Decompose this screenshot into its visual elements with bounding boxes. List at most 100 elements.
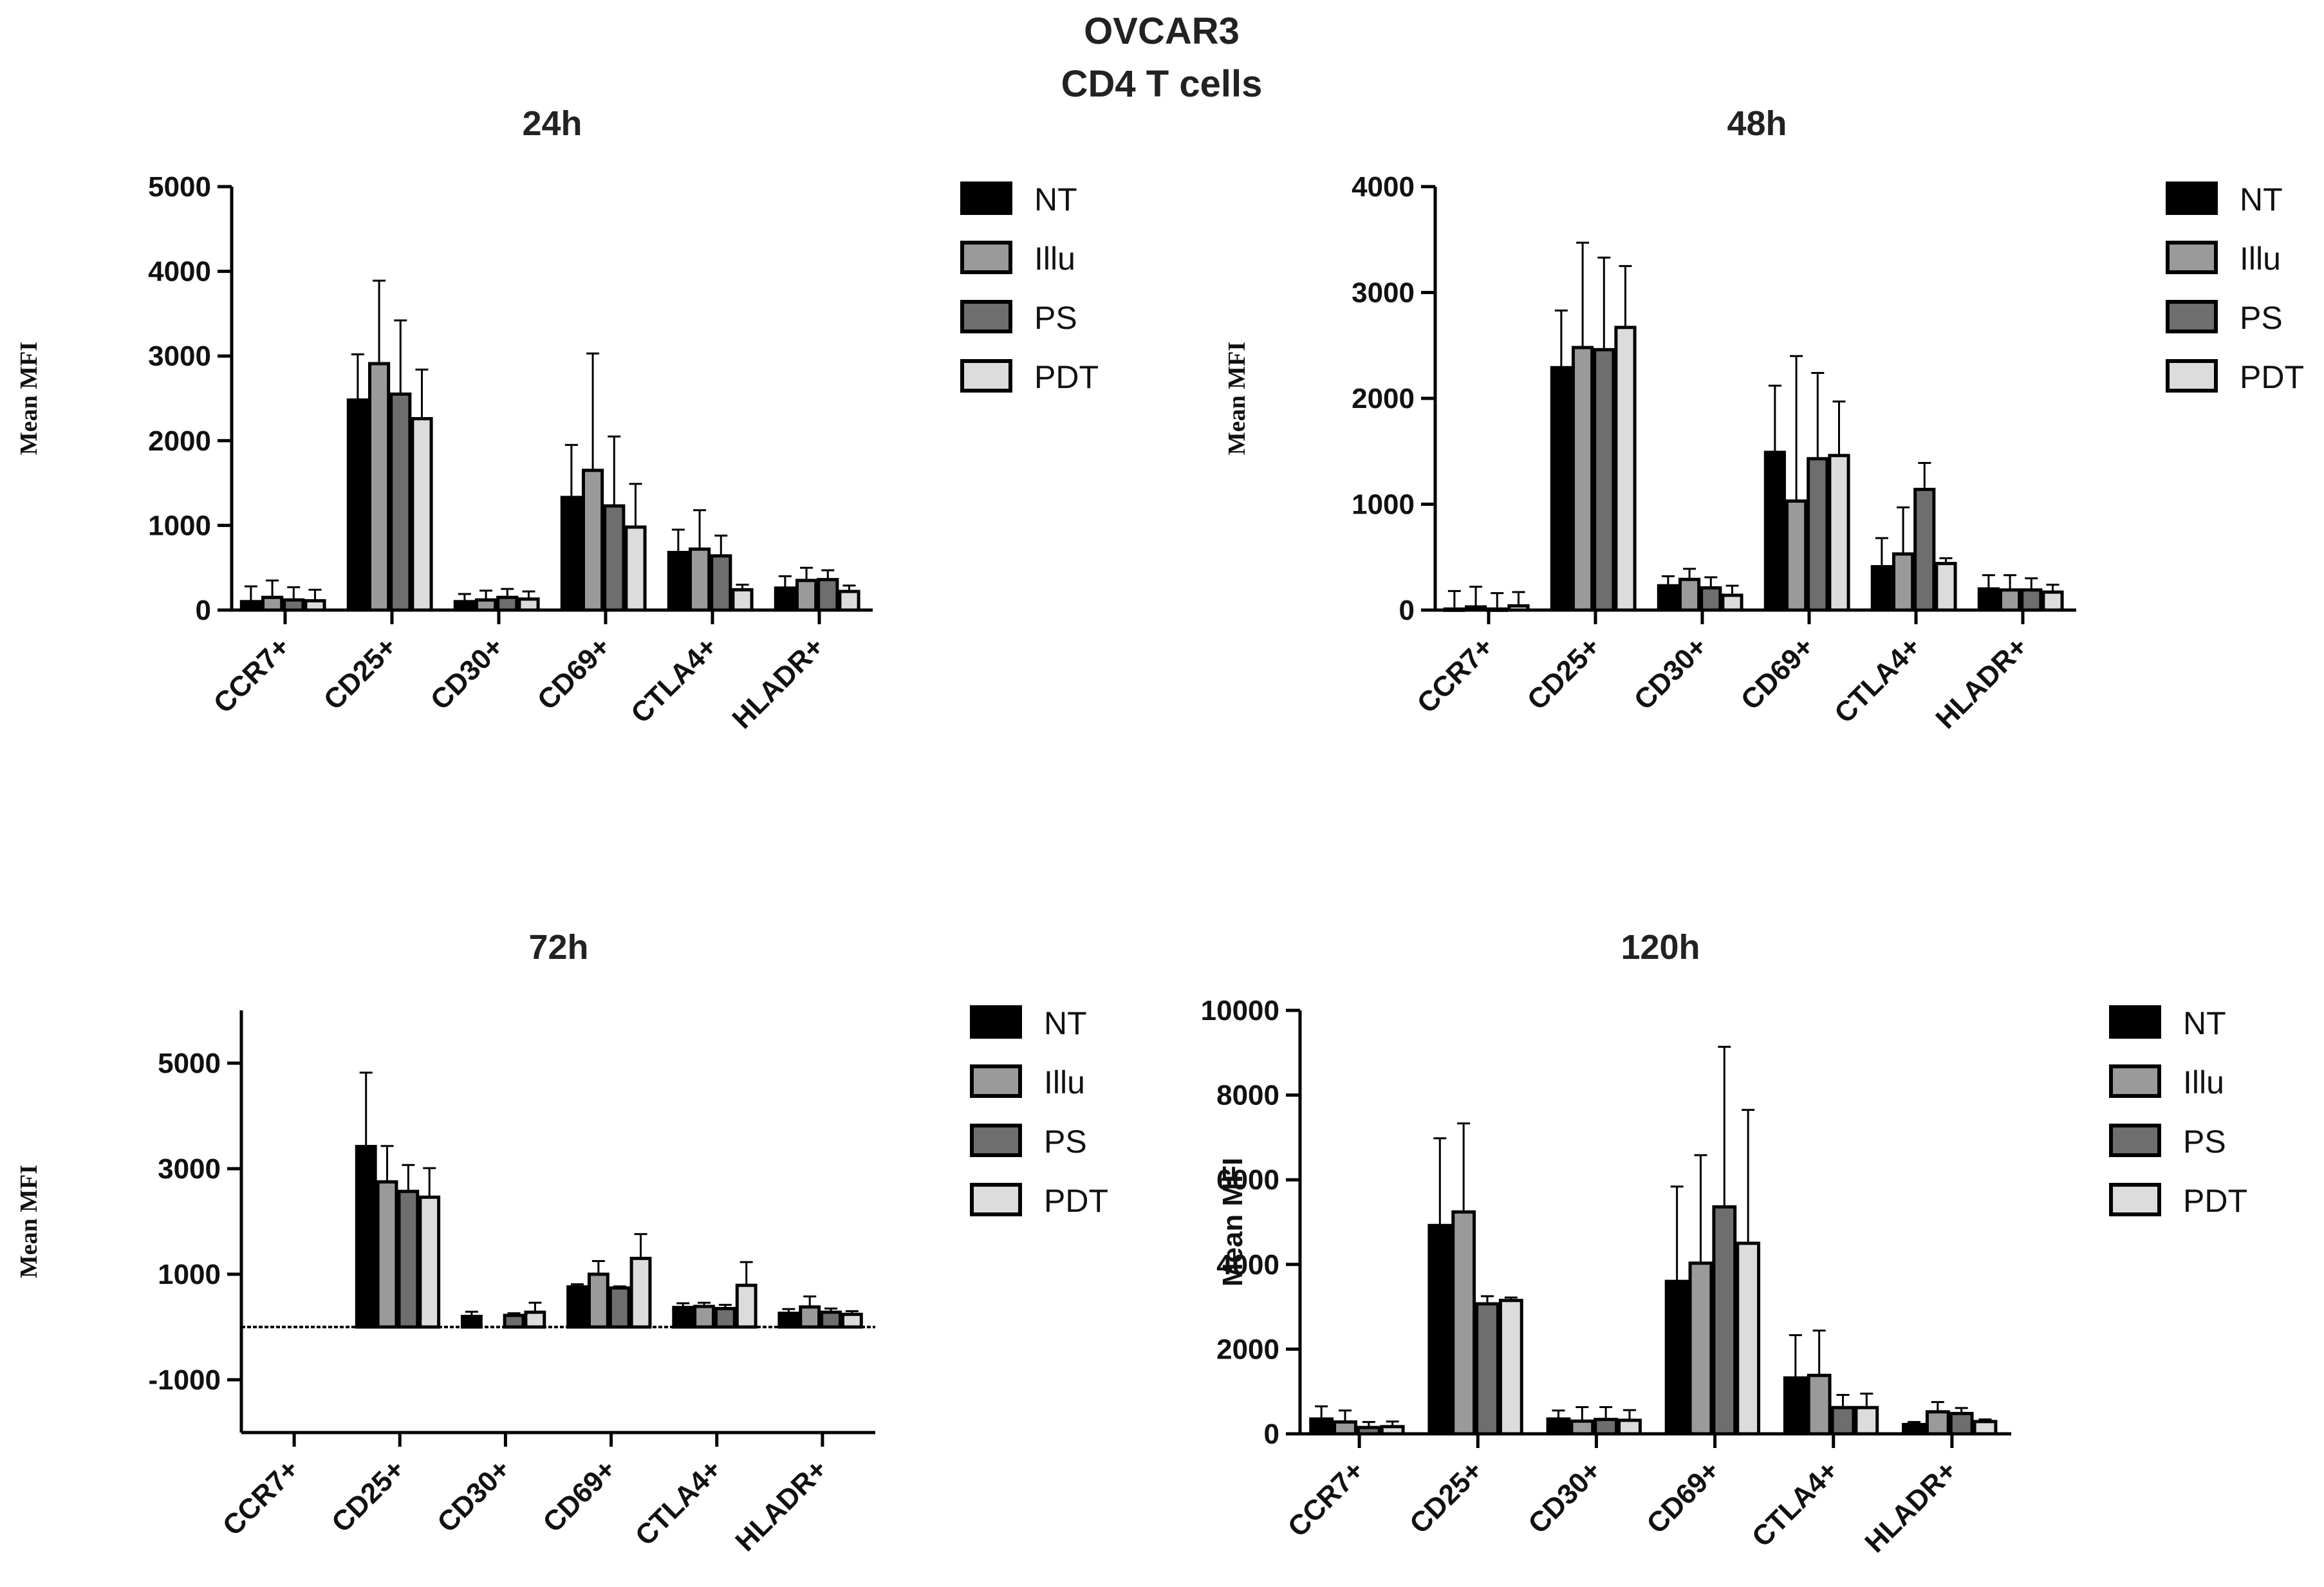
legend-swatch-PS: [970, 1124, 1022, 1157]
x-tick-label: HLADR+: [729, 1453, 833, 1557]
legend-swatch-PDT: [960, 359, 1012, 393]
bar-Illu-CD25+: [1571, 346, 1594, 612]
bar-PS-CTLA4+: [1830, 1406, 1855, 1436]
y-tick-label: 0: [1399, 595, 1415, 626]
bar-PDT-CD25+: [411, 417, 433, 612]
bar-PS-CD30+: [503, 1313, 525, 1329]
y-tick-label: 10000: [1201, 995, 1279, 1026]
x-tick-label: CD69+: [537, 1453, 622, 1538]
chart-title: 24h: [522, 104, 582, 143]
bar-PDT-CD25+: [1614, 326, 1637, 612]
legend-swatch-PS: [2166, 300, 2218, 333]
bar-Illu-CCR7+: [1464, 605, 1487, 612]
bar-PS-CTLA4+: [1913, 487, 1936, 612]
bar-PS-CTLA4+: [710, 554, 732, 612]
bar-NT-CTLA4+: [1783, 1376, 1808, 1436]
chart-panel-24h: 24h Mean MFI 0 1000 2000 3000 4000 5000 CCR7+ CD2…: [15, 104, 1099, 735]
bar-PS-CD30+: [496, 595, 519, 612]
bar-Illu-CTLA4+: [1892, 552, 1915, 612]
bar-PS-CD25+: [389, 392, 412, 612]
chart-title: 72h: [528, 928, 588, 967]
bar-NT-CD69+: [560, 496, 582, 612]
bar-PDT-CD30+: [1721, 593, 1743, 612]
bar-Illu-CD25+: [376, 1180, 398, 1329]
bar-NT-CD30+: [1657, 584, 1679, 612]
bar-PS-CD30+: [1700, 586, 1722, 612]
bar-PS-CD25+: [1593, 348, 1615, 612]
bar-Illu-CTLA4+: [693, 1304, 715, 1329]
figure-title-line1: OVCAR3: [1084, 10, 1240, 52]
y-axis-label: Mean MFI: [1217, 1158, 1249, 1286]
legend-label-NT: NT: [2240, 181, 2283, 218]
bar-NT-CCR7+: [1309, 1417, 1334, 1436]
x-tick-label: CCR7+: [1282, 1454, 1371, 1543]
legend-label-Illu: Illu: [1034, 241, 1075, 277]
x-tick-label: HLADR+: [726, 631, 830, 735]
bar-Illu-CCR7+: [261, 595, 284, 612]
bar-PDT-CTLA4+: [1935, 562, 1957, 612]
chart-panel-120h: 120h Mean MFI 0 2000 4000 6000 8000 10000 CCR7+ C…: [1201, 928, 2247, 1559]
legend-label-NT: NT: [2183, 1005, 2226, 1041]
legend-swatch-Illu: [2109, 1064, 2161, 1098]
x-tick-label: CTLA4+: [1746, 1454, 1845, 1553]
y-tick-label: 0: [196, 595, 211, 626]
y-tick-label: 4000: [1216, 1249, 1279, 1281]
bar-NT-HLADR+: [1902, 1423, 1926, 1436]
x-tick-label: CD69+: [1641, 1454, 1725, 1539]
x-tick-label: CTLA4+: [1828, 631, 1927, 729]
legend-swatch-NT: [960, 181, 1012, 215]
bar-Illu-CD69+: [581, 469, 604, 612]
bar-PDT-HLADR+: [2041, 590, 2064, 612]
bar-PDT-CD69+: [1828, 454, 1850, 612]
bar-PDT-CD25+: [1498, 1299, 1523, 1436]
legend-label-PDT: PDT: [2240, 359, 2304, 395]
y-tick-label: 1000: [1352, 489, 1415, 521]
bar-PDT-HLADR+: [841, 1312, 863, 1329]
y-tick-label: 0: [1264, 1418, 1279, 1450]
bar-PS-CCR7+: [1356, 1425, 1381, 1436]
bar-Illu-CD30+: [1678, 577, 1701, 612]
legend-label-NT: NT: [1044, 1005, 1087, 1041]
bar-PDT-CCR7+: [304, 599, 326, 612]
bar-NT-CD25+: [355, 1145, 377, 1329]
bar-NT-CD69+: [566, 1285, 588, 1329]
chart-title: 48h: [1727, 104, 1787, 143]
bar-NT-CD25+: [346, 398, 369, 612]
legend-swatch-NT: [2166, 181, 2218, 215]
bar-NT-CD25+: [1427, 1223, 1453, 1436]
bar-Illu-CD30+: [474, 598, 497, 612]
y-tick-label: 2000: [1216, 1333, 1279, 1365]
bar-Illu-HLADR+: [795, 579, 818, 612]
bar-NT-CD30+: [453, 600, 476, 612]
bar-PDT-HLADR+: [838, 589, 860, 612]
y-tick-label: 2000: [1352, 383, 1415, 414]
bar-PS-CCR7+: [1486, 607, 1509, 612]
y-tick-label: -1000: [148, 1364, 221, 1396]
x-tick-label: CD69+: [1735, 631, 1820, 716]
x-tick-label: CD25+: [326, 1453, 411, 1538]
chart-panel-48h: 48h Mean MFI 0 1000 2000 3000 4000 CCR7+ CD25+ CD…: [1223, 104, 2304, 735]
x-tick-label: CCR7+: [208, 631, 297, 719]
bar-NT-HLADR+: [1977, 587, 2000, 612]
legend-swatch-Illu: [970, 1064, 1022, 1098]
legend-label-Illu: Illu: [1044, 1064, 1085, 1100]
bar-NT-CD69+: [1763, 450, 1786, 612]
x-tick-label: CD30+: [431, 1453, 516, 1538]
bar-PS-CD25+: [397, 1189, 420, 1329]
bar-Illu-CTLA4+: [688, 547, 711, 612]
x-tick-label: CD25+: [1521, 631, 1606, 716]
y-tick-label: 8000: [1216, 1080, 1279, 1111]
x-tick-label: CD25+: [318, 631, 403, 716]
bar-Illu-HLADR+: [1925, 1410, 1950, 1436]
bar-NT-CCR7+: [1443, 607, 1465, 612]
bar-PS-HLADR+: [817, 578, 839, 612]
bar-PS-HLADR+: [2020, 588, 2043, 612]
bar-PS-CD30+: [1594, 1418, 1619, 1436]
x-tick-label: CD25+: [1404, 1454, 1489, 1539]
y-tick-label: 5000: [148, 171, 211, 203]
legend-swatch-Illu: [2166, 241, 2218, 274]
bar-NT-CD30+: [1546, 1417, 1571, 1436]
x-tick-label: CTLA4+: [625, 631, 723, 729]
